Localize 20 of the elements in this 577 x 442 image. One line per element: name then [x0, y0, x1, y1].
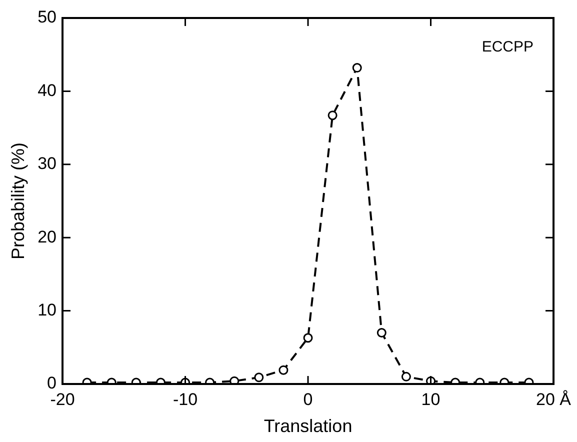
x-tick-label: 10	[421, 390, 440, 409]
point	[278, 365, 288, 375]
y-tick-label: 50	[38, 8, 57, 27]
y-tick-label: 40	[38, 80, 57, 100]
point	[328, 110, 338, 120]
x-axis-title: Translation	[264, 416, 352, 436]
annotation: ECCPP	[482, 38, 534, 56]
point	[254, 372, 264, 382]
x-tick-label: 0	[303, 390, 313, 409]
y-tick-label: 20	[38, 227, 57, 246]
y-tick-label: 30	[38, 154, 57, 174]
point	[352, 63, 362, 73]
point	[401, 372, 411, 382]
x-tick-label: -10	[172, 390, 198, 409]
x-tick-label: 20 Å	[536, 390, 572, 409]
y-tick-label: 10	[38, 300, 57, 320]
point	[230, 376, 240, 384]
y-axis-title: Probability (%)	[8, 142, 28, 260]
point	[376, 328, 386, 338]
point	[303, 333, 313, 343]
